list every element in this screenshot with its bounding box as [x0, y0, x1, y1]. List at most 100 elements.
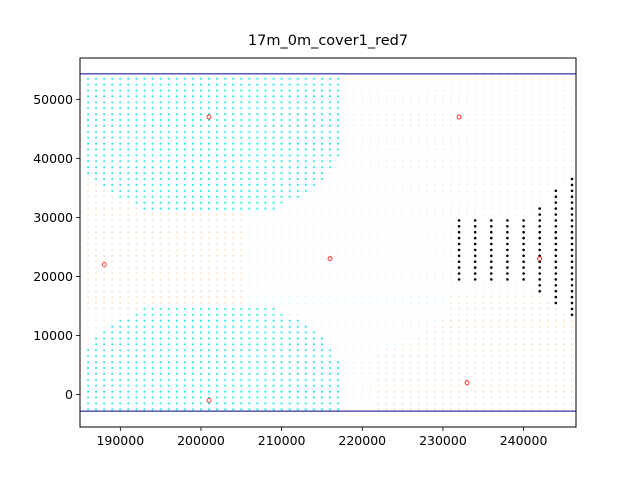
grid-point — [401, 95, 404, 98]
grid-point — [199, 142, 203, 145]
grid-point — [320, 225, 324, 228]
grid-point — [353, 296, 356, 299]
grid-point — [95, 89, 98, 92]
grid-point — [345, 225, 348, 228]
grid-point — [506, 272, 509, 275]
grid-point — [385, 254, 388, 257]
grid-point — [361, 207, 364, 210]
grid-point — [280, 402, 283, 405]
y-tick-label: 0 — [65, 387, 73, 402]
grid-point — [127, 83, 130, 86]
grid-point — [135, 254, 138, 257]
grid-point — [312, 183, 315, 186]
grid-point — [482, 372, 485, 375]
grid-point — [417, 325, 420, 328]
grid-point — [87, 307, 90, 310]
grid-point — [272, 95, 275, 98]
grid-point — [449, 337, 453, 340]
grid-point — [256, 225, 259, 228]
grid-point — [183, 378, 186, 381]
grid-point — [417, 290, 420, 293]
grid-point — [417, 154, 420, 157]
grid-point — [87, 95, 90, 98]
grid-point — [425, 242, 428, 246]
grid-point — [498, 136, 501, 139]
grid-point — [256, 177, 259, 181]
grid-point — [337, 183, 340, 186]
grid-point — [143, 219, 146, 222]
grid-point — [240, 101, 243, 104]
grid-point — [377, 166, 380, 169]
grid-point — [256, 366, 259, 370]
grid-point — [562, 402, 566, 405]
grid-point — [240, 307, 243, 310]
grid-point — [312, 195, 315, 198]
grid-point — [441, 296, 444, 299]
grid-point — [570, 236, 574, 240]
grid-point — [191, 160, 194, 163]
grid-point — [385, 231, 388, 234]
grid-point — [256, 231, 259, 234]
grid-point — [425, 266, 428, 269]
grid-point — [506, 337, 509, 340]
grid-point — [474, 113, 477, 116]
grid-point — [127, 142, 130, 145]
grid-point — [473, 230, 477, 234]
grid-point — [304, 260, 307, 263]
grid-point — [191, 349, 194, 352]
grid-point — [353, 378, 356, 381]
grid-point — [417, 307, 420, 310]
grid-point — [232, 142, 235, 145]
grid-point — [554, 77, 557, 80]
grid-point — [474, 396, 477, 399]
grid-point — [183, 248, 186, 251]
grid-point — [312, 189, 315, 192]
grid-point — [562, 396, 566, 399]
grid-point — [328, 195, 332, 198]
grid-point — [280, 183, 283, 186]
grid-point — [345, 77, 348, 80]
grid-point — [474, 130, 477, 133]
grid-point — [457, 272, 461, 275]
grid-point — [401, 384, 404, 387]
grid-point — [409, 166, 412, 169]
grid-point — [401, 343, 404, 346]
grid-point — [264, 248, 267, 251]
grid-point — [224, 124, 227, 127]
grid-point — [119, 166, 122, 169]
grid-point — [199, 331, 203, 334]
grid-point — [433, 355, 436, 358]
grid-point — [466, 378, 469, 381]
grid-point — [264, 195, 267, 198]
grid-point — [498, 77, 501, 80]
grid-point — [449, 124, 453, 127]
grid-point — [183, 77, 186, 80]
grid-point — [474, 77, 477, 80]
grid-point — [401, 396, 404, 399]
grid-point — [393, 237, 396, 240]
grid-point — [207, 213, 211, 216]
grid-point — [369, 172, 372, 175]
grid-point — [328, 142, 332, 145]
grid-point — [490, 136, 493, 139]
grid-point — [95, 408, 98, 411]
grid-point — [474, 402, 477, 405]
grid-point — [482, 408, 485, 411]
grid-point — [232, 166, 235, 169]
grid-point — [328, 366, 332, 370]
grid-point — [87, 278, 90, 281]
grid-point — [264, 237, 267, 240]
grid-point — [328, 361, 332, 364]
center-marker — [206, 397, 212, 403]
grid-point — [167, 225, 170, 228]
grid-point — [95, 213, 98, 216]
grid-point — [232, 160, 235, 163]
grid-point — [425, 337, 428, 340]
grid-point — [312, 201, 315, 204]
grid-point — [393, 207, 396, 210]
grid-point — [377, 89, 380, 92]
grid-point — [296, 136, 299, 139]
grid-point — [417, 189, 420, 192]
grid-point — [353, 278, 356, 281]
grid-point — [232, 83, 235, 86]
